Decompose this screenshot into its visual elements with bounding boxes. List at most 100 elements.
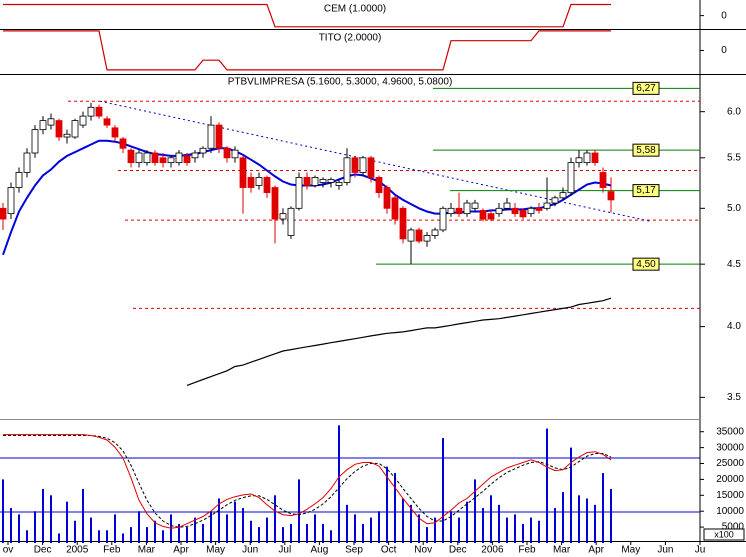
volume-bar xyxy=(178,523,180,543)
candle-body xyxy=(319,179,327,183)
volume-bar xyxy=(42,488,44,543)
candle-body xyxy=(431,229,439,236)
volume-bar xyxy=(282,527,284,543)
volume-bar xyxy=(250,520,252,543)
volume-bar xyxy=(506,517,508,543)
volume-bar xyxy=(402,498,404,543)
volume-bar xyxy=(194,517,196,543)
x-tick-label: Apr xyxy=(588,545,604,556)
candle-body xyxy=(583,152,591,164)
volume-bar xyxy=(314,514,316,543)
volume-bar xyxy=(370,517,372,543)
volume-bar xyxy=(570,447,572,543)
candle-body xyxy=(23,152,31,173)
candle-body xyxy=(215,124,223,149)
x-tick-label: Feb xyxy=(518,545,536,556)
y-tick-label: 3.5 xyxy=(727,392,741,403)
level-box xyxy=(632,184,660,198)
y-tick-label: 30000 xyxy=(716,442,744,453)
x-tick-label: Dec xyxy=(449,545,467,556)
candle-body xyxy=(327,179,335,183)
candle-body xyxy=(127,149,135,164)
volume-bar xyxy=(490,495,492,543)
indicator-line xyxy=(3,3,611,28)
candle-body xyxy=(535,207,543,211)
x-tick-label: Dec xyxy=(34,545,52,556)
volume-bar xyxy=(258,527,260,543)
indicator-line xyxy=(3,30,611,71)
volume-bar xyxy=(186,527,188,543)
candle-body xyxy=(199,147,207,154)
volume-bar xyxy=(418,514,420,543)
x-tick-label: Nov xyxy=(414,545,432,556)
volume-bar xyxy=(450,511,452,543)
volume-bar xyxy=(602,473,604,543)
volume-bar xyxy=(82,488,84,543)
candle-body xyxy=(103,118,111,126)
volume-bar xyxy=(458,517,460,543)
oscillator-d xyxy=(3,435,612,528)
candle-body xyxy=(455,207,463,215)
volume-bar xyxy=(162,530,164,543)
level-label: 5,58 xyxy=(636,145,656,156)
y-tick-label: 10000 xyxy=(716,506,744,517)
x-tick-label: Oct xyxy=(381,545,397,556)
candle-body xyxy=(391,197,399,220)
volume-bar xyxy=(394,473,396,543)
candle-body xyxy=(423,235,431,242)
x-tick-label: 2006 xyxy=(481,545,504,556)
candle-body xyxy=(79,115,87,126)
candle-body xyxy=(343,157,351,183)
volume-bar xyxy=(522,523,524,543)
x-tick-label: Jun xyxy=(242,545,258,556)
candle-body xyxy=(111,127,119,138)
volume-bar xyxy=(122,533,124,543)
candle-body xyxy=(567,162,575,194)
candle-body xyxy=(63,133,71,138)
y-tick-label: 15000 xyxy=(716,490,744,501)
candle-body xyxy=(295,177,303,209)
volume-bar xyxy=(2,479,4,543)
volume-bar xyxy=(306,523,308,543)
candle-body xyxy=(263,177,271,194)
candle-body xyxy=(135,152,143,164)
x-tick-label: Apr xyxy=(173,545,189,556)
volume-bar xyxy=(434,517,436,543)
oscillator-k xyxy=(3,434,612,529)
unit-label: x100 xyxy=(714,529,734,539)
y-tick-label: 20000 xyxy=(716,474,744,485)
candle-body xyxy=(351,157,359,173)
candle-body xyxy=(511,207,519,215)
volume-bar xyxy=(362,523,364,543)
trendline xyxy=(99,100,651,222)
y-tick-label: 5.0 xyxy=(727,203,741,214)
candle-body xyxy=(479,210,487,220)
x-tick-label: Sep xyxy=(345,545,363,556)
y-tick-label: 4.0 xyxy=(727,321,741,332)
candle-body xyxy=(231,149,239,159)
candle-body xyxy=(7,187,15,215)
x-tick-label: May xyxy=(621,545,640,556)
x-tick-label: Jul xyxy=(278,545,291,556)
volume-bar xyxy=(114,514,116,543)
candle-body xyxy=(407,229,415,242)
candle-body xyxy=(607,191,615,201)
volume-bar xyxy=(578,495,580,543)
y-tick-label: 0 xyxy=(721,10,727,21)
volume-bar xyxy=(530,517,532,543)
volume-bar xyxy=(610,488,612,543)
candle-body xyxy=(47,118,55,126)
candle-body xyxy=(55,120,63,138)
volume-bar xyxy=(202,523,204,543)
unit-box xyxy=(703,528,745,541)
level-box xyxy=(632,81,660,95)
volume-bar xyxy=(322,523,324,543)
y-tick-label: 6.0 xyxy=(727,106,741,117)
volume-bar xyxy=(514,514,516,543)
candle-body xyxy=(375,177,383,194)
candle-body xyxy=(159,157,167,164)
y-tick-label: 5000 xyxy=(722,522,745,533)
volume-bar xyxy=(210,511,212,543)
